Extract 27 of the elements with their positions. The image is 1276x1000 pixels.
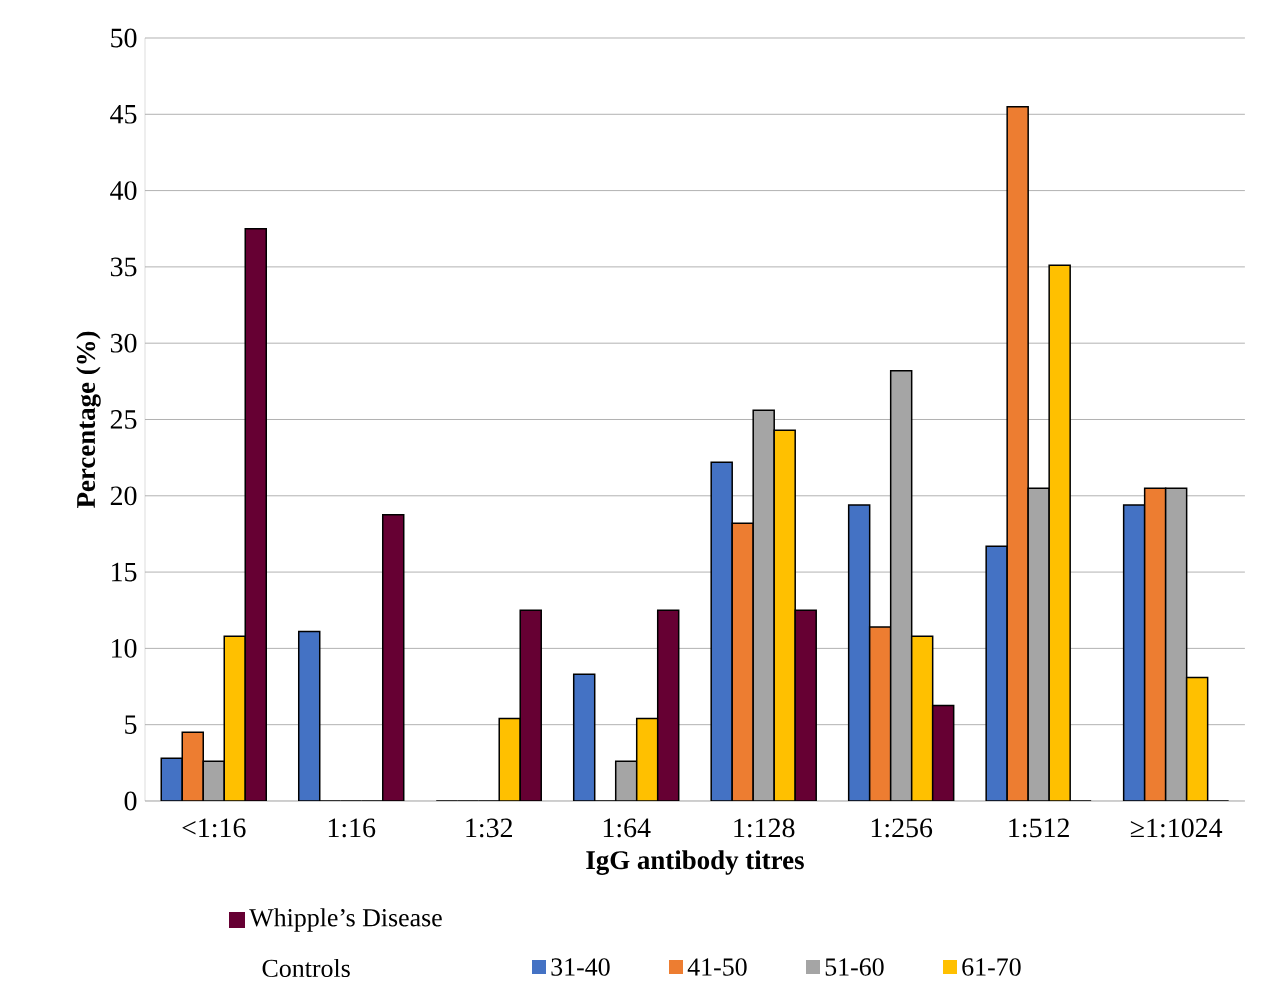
y-axis-title: Percentage (%)	[76, 331, 101, 509]
x-tick-label: 1:32	[466, 818, 512, 838]
x-axis-title: IgG antibody titres	[586, 850, 804, 875]
y-tick-label: 5	[125, 715, 137, 734]
y-tick-label: 10	[112, 638, 137, 658]
x-tick-label: <1:16	[182, 818, 246, 838]
legend-label: 51-60	[825, 958, 884, 976]
x-tick-label: 1:16	[328, 818, 376, 838]
x-tick-label: 1:256	[871, 818, 933, 838]
y-tick-label: 50	[111, 28, 137, 48]
legend-label: 41-50	[687, 958, 747, 976]
x-tick-label: ≥1:1024	[1130, 818, 1223, 838]
y-tick-label: 30	[110, 333, 137, 353]
legend-label: Whipple’s Disease	[249, 908, 442, 932]
y-tick-label: 20	[110, 486, 137, 506]
legend-title: Controls	[262, 958, 350, 978]
y-tick-label: 0	[124, 791, 137, 811]
y-tick-label: 15	[112, 562, 137, 582]
x-tick-label: 1:512	[1009, 818, 1069, 838]
y-tick-label: 45	[110, 104, 137, 124]
y-tick-label: 35	[110, 257, 137, 277]
x-tick-label: 1:128	[734, 818, 795, 838]
legend-label: 31-40	[551, 958, 610, 976]
x-tick-label: 1:64	[603, 818, 651, 838]
legend-label: 61-70	[962, 958, 1021, 976]
y-tick-label: 25	[110, 410, 137, 429]
y-tick-label: 40	[110, 181, 137, 200]
